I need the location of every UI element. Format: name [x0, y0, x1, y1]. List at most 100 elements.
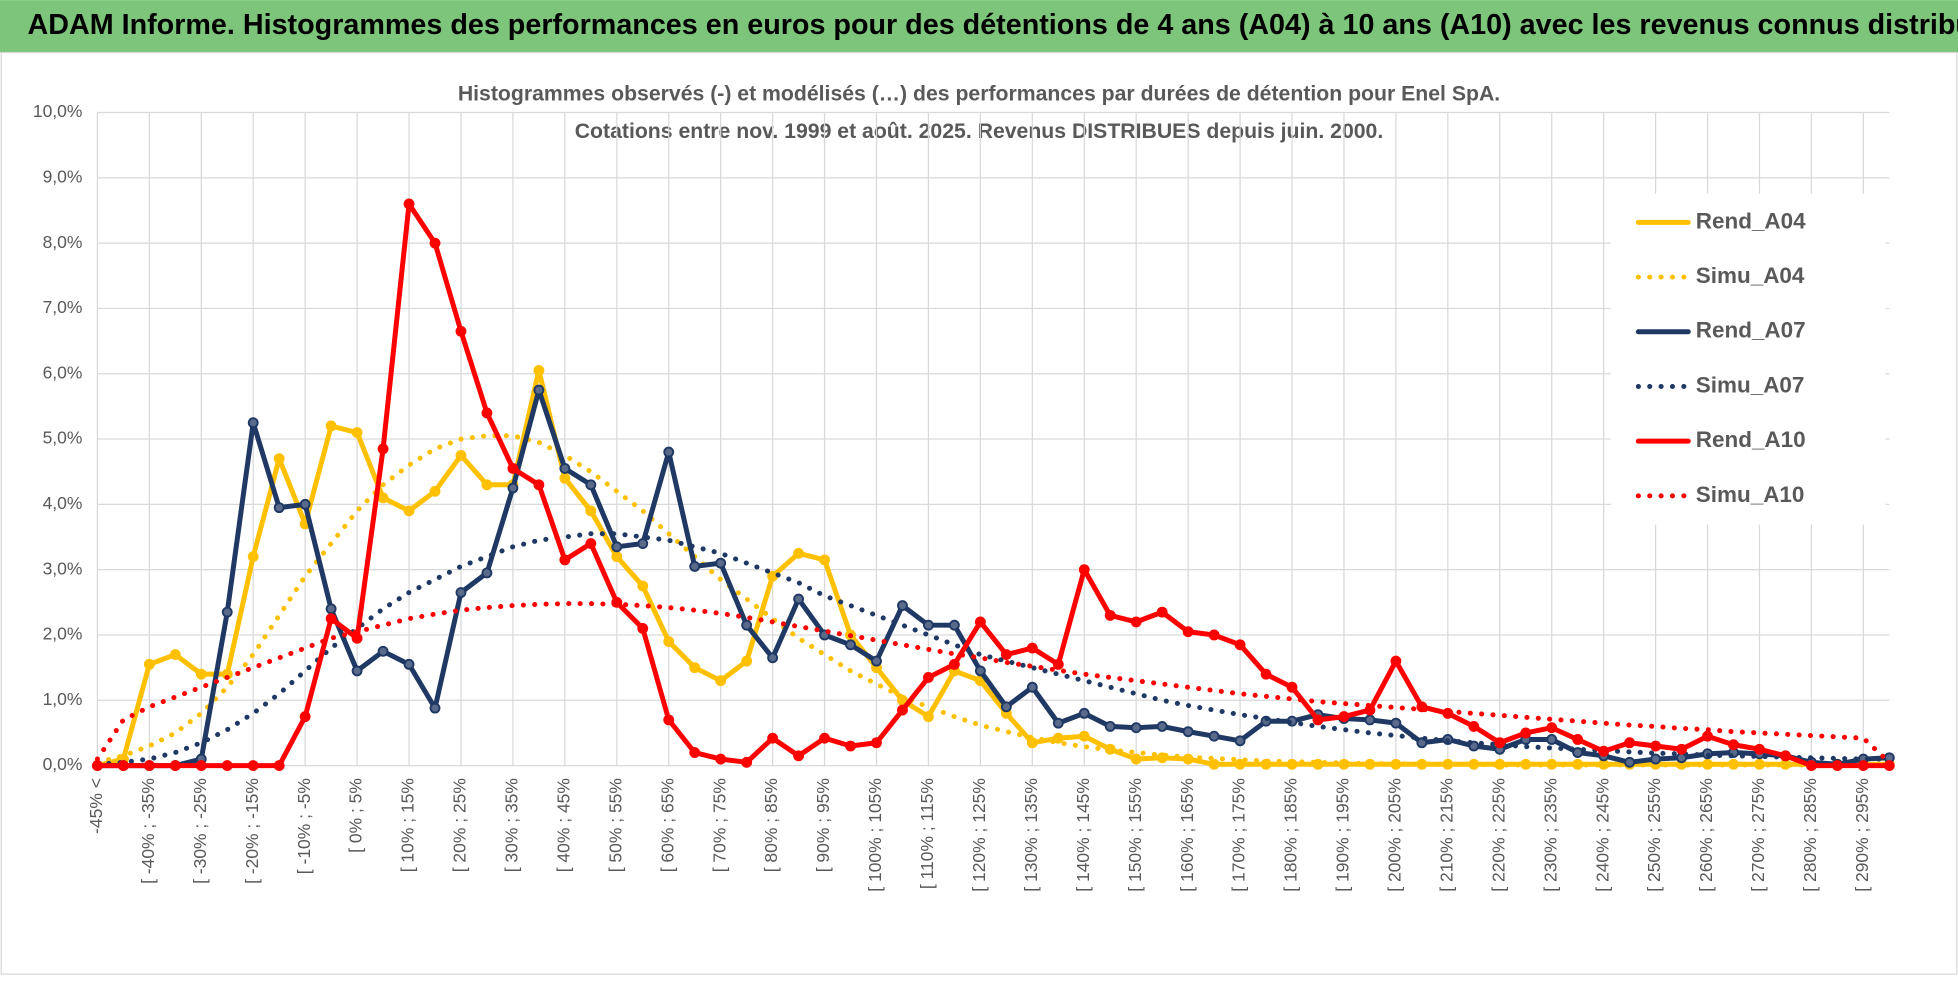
point	[663, 446, 675, 458]
point	[611, 541, 623, 553]
point	[741, 619, 753, 631]
series-line	[94, 367, 1892, 769]
point	[1130, 616, 1142, 628]
point	[325, 613, 337, 625]
point	[923, 619, 934, 631]
point	[455, 587, 467, 598]
x-tick-label: [ 250% ; 255%	[1644, 778, 1664, 892]
point	[1130, 722, 1142, 734]
x-tick-label: [ 30% ; 35%	[502, 778, 522, 872]
point	[1208, 629, 1220, 641]
point	[1883, 760, 1895, 772]
point	[948, 619, 960, 631]
point	[351, 427, 363, 438]
point	[481, 567, 493, 579]
point	[169, 760, 181, 772]
point	[1260, 668, 1272, 680]
point	[481, 407, 493, 419]
point	[1182, 626, 1194, 638]
point	[1572, 734, 1584, 745]
point	[741, 756, 753, 768]
x-tick-label: [ 200% ; 205%	[1385, 778, 1405, 892]
x-tick-label: [ 290% ; 295%	[1852, 778, 1872, 892]
point	[923, 711, 934, 723]
x-tick-label: [ 140% ; 145%	[1073, 778, 1093, 892]
point	[1338, 711, 1350, 723]
x-tick-label: [ 170% ; 175%	[1229, 778, 1249, 892]
y-tick-label: 6,0%	[43, 362, 83, 382]
chart-subtitle: Cotations entre nov. 1999 et août. 2025.…	[575, 120, 1384, 143]
x-tick-label: [ 20% ; 25%	[450, 778, 470, 872]
series-line	[94, 387, 1892, 769]
point	[117, 760, 129, 772]
x-tick-label: [ 60% ; 65%	[657, 778, 677, 872]
point	[1052, 732, 1064, 744]
point	[273, 453, 285, 465]
x-tick-label: [ -30% ; -25%	[190, 778, 210, 884]
y-tick-label: 5,0%	[43, 428, 83, 448]
point	[195, 760, 207, 772]
point	[403, 198, 415, 210]
point	[1572, 747, 1584, 758]
point	[1234, 735, 1246, 747]
point	[325, 420, 337, 432]
point	[689, 747, 701, 758]
point	[351, 632, 363, 644]
x-tick-label: [ -10% ; -5%	[294, 778, 314, 874]
point	[845, 639, 856, 651]
x-tick-label: [ -20% ; -15%	[242, 778, 262, 884]
point	[767, 732, 779, 744]
point	[1156, 606, 1168, 618]
point	[481, 479, 493, 491]
point	[871, 737, 882, 749]
point	[637, 623, 649, 634]
point	[273, 502, 285, 514]
y-tick-label: 8,0%	[43, 232, 83, 252]
point	[897, 600, 908, 612]
point	[1286, 681, 1298, 693]
point	[793, 750, 805, 762]
x-tick-label: [ 110% ; 115%	[917, 778, 937, 889]
x-tick-label: [ 180% ; 185%	[1281, 778, 1301, 892]
point	[507, 463, 519, 474]
point	[1598, 745, 1610, 757]
point	[377, 645, 389, 657]
point	[1780, 750, 1791, 762]
x-tick-label: [ 50% ; 55%	[605, 778, 625, 872]
x-tick-label: [ -40% ; -35%	[138, 778, 158, 884]
x-tick-label: [ 270% ; 275%	[1748, 778, 1768, 892]
point	[897, 704, 908, 716]
x-tick-label: [ 240% ; 245%	[1592, 778, 1612, 892]
y-tick-label: 4,0%	[43, 493, 83, 513]
x-tick-label: [ 210% ; 215%	[1436, 778, 1456, 892]
chart-title: Histogrammes observés (-) et modélisés (…	[458, 83, 1500, 106]
point	[689, 662, 701, 674]
point	[1676, 743, 1687, 755]
point	[221, 760, 233, 772]
y-tick-label: 1,0%	[43, 689, 83, 709]
point	[559, 463, 571, 474]
point	[1624, 737, 1636, 749]
y-tick-label: 10,0%	[33, 101, 83, 121]
x-tick-label: [ 80% ; 85%	[761, 778, 781, 872]
point	[1702, 730, 1713, 742]
point	[1000, 701, 1012, 713]
point	[585, 505, 597, 517]
point	[715, 675, 727, 687]
x-tick-label: [ 120% ; 125%	[969, 778, 989, 892]
point	[1546, 722, 1558, 734]
point	[585, 538, 597, 549]
point	[923, 671, 934, 683]
point	[533, 384, 545, 396]
point	[637, 580, 649, 592]
point	[948, 658, 960, 670]
legend-label: Rend_A10	[1696, 427, 1806, 452]
point	[1390, 717, 1402, 729]
x-tick-label: [ 90% ; 95%	[813, 778, 833, 872]
point	[1078, 564, 1090, 576]
point	[1078, 707, 1090, 719]
point	[1857, 760, 1869, 772]
point	[974, 665, 986, 677]
point	[611, 551, 623, 563]
